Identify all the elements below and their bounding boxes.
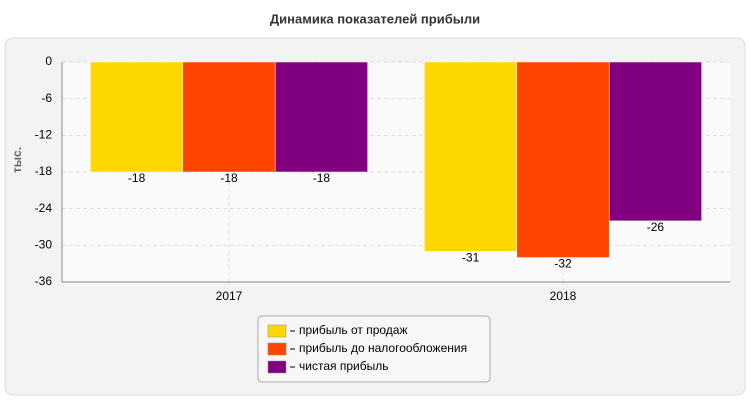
x-tick-label: 2017 [216, 289, 243, 303]
legend-swatch [267, 360, 287, 374]
legend [257, 315, 491, 383]
y-tick-label: -36 [35, 274, 53, 288]
bar [274, 61, 368, 173]
data-label: -18 [313, 171, 331, 185]
bar [182, 61, 276, 173]
legend-label: прибыль от продаж [299, 323, 408, 337]
bar [608, 61, 702, 222]
y-tick-label: -6 [41, 91, 52, 105]
y-tick-label: 0 [45, 54, 52, 68]
y-tick-label: -30 [35, 238, 53, 252]
data-label: -18 [128, 171, 146, 185]
bar [90, 61, 184, 173]
y-tick-label: -18 [35, 164, 53, 178]
bar [516, 61, 610, 258]
legend-swatch [267, 342, 287, 356]
legend-swatch [267, 324, 287, 338]
x-tick-label: 2018 [550, 289, 577, 303]
data-label: -18 [220, 171, 238, 185]
data-label: -32 [554, 257, 572, 271]
data-label: -26 [647, 220, 665, 234]
y-axis-label: тыс. [10, 147, 24, 173]
y-tick-label: -24 [35, 201, 53, 215]
data-label: -31 [462, 251, 480, 265]
chart-title: Динамика показателей прибыли [270, 11, 480, 26]
y-tick-label: -12 [35, 128, 53, 142]
legend-label: чистая прибыль [299, 359, 388, 373]
bar [424, 61, 518, 252]
legend-label: прибыль до налогообложения [299, 341, 467, 355]
